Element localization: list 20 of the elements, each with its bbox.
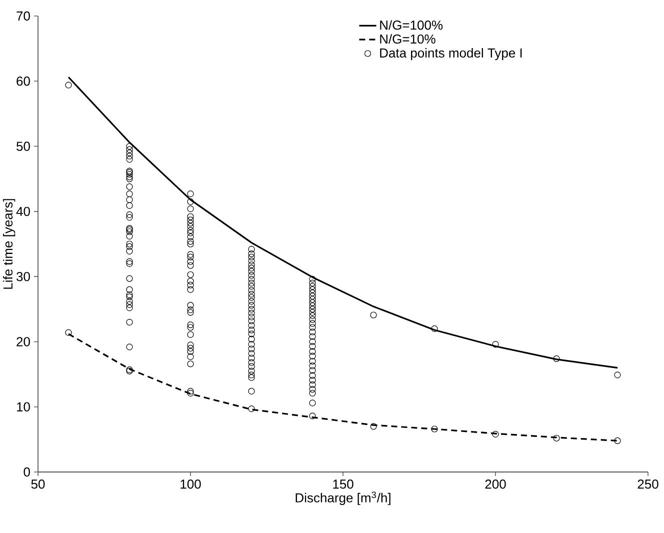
x-axis-title: Discharge [m$^{3}$/h] bbox=[296, 492, 390, 506]
x-tick-label: 50 bbox=[31, 480, 45, 489]
y-tick-label: 40 bbox=[16, 206, 30, 216]
x-tick-label: 200 bbox=[485, 480, 506, 489]
legend-label: Data points model Type I bbox=[380, 48, 522, 60]
y-tick-label: 60 bbox=[16, 76, 30, 86]
line-series bbox=[68, 333, 618, 442]
y-axis-title: Life time [years] bbox=[3, 199, 16, 289]
legend-label: N/G=10% bbox=[380, 34, 436, 44]
y-tick-label: 20 bbox=[16, 337, 30, 346]
y-tick-label: 50 bbox=[16, 142, 30, 151]
x-tick-label: 100 bbox=[180, 480, 201, 489]
legend-label: N/G=100% bbox=[380, 20, 443, 30]
x-tick-label: 250 bbox=[638, 480, 658, 489]
y-tick-label: 70 bbox=[16, 11, 30, 21]
line-series bbox=[68, 76, 618, 369]
y-tick-label: 10 bbox=[16, 402, 30, 412]
y-tick-label: 0 bbox=[24, 467, 30, 477]
y-tick-label: 30 bbox=[16, 272, 30, 282]
x-tick-label: 150 bbox=[333, 480, 354, 489]
